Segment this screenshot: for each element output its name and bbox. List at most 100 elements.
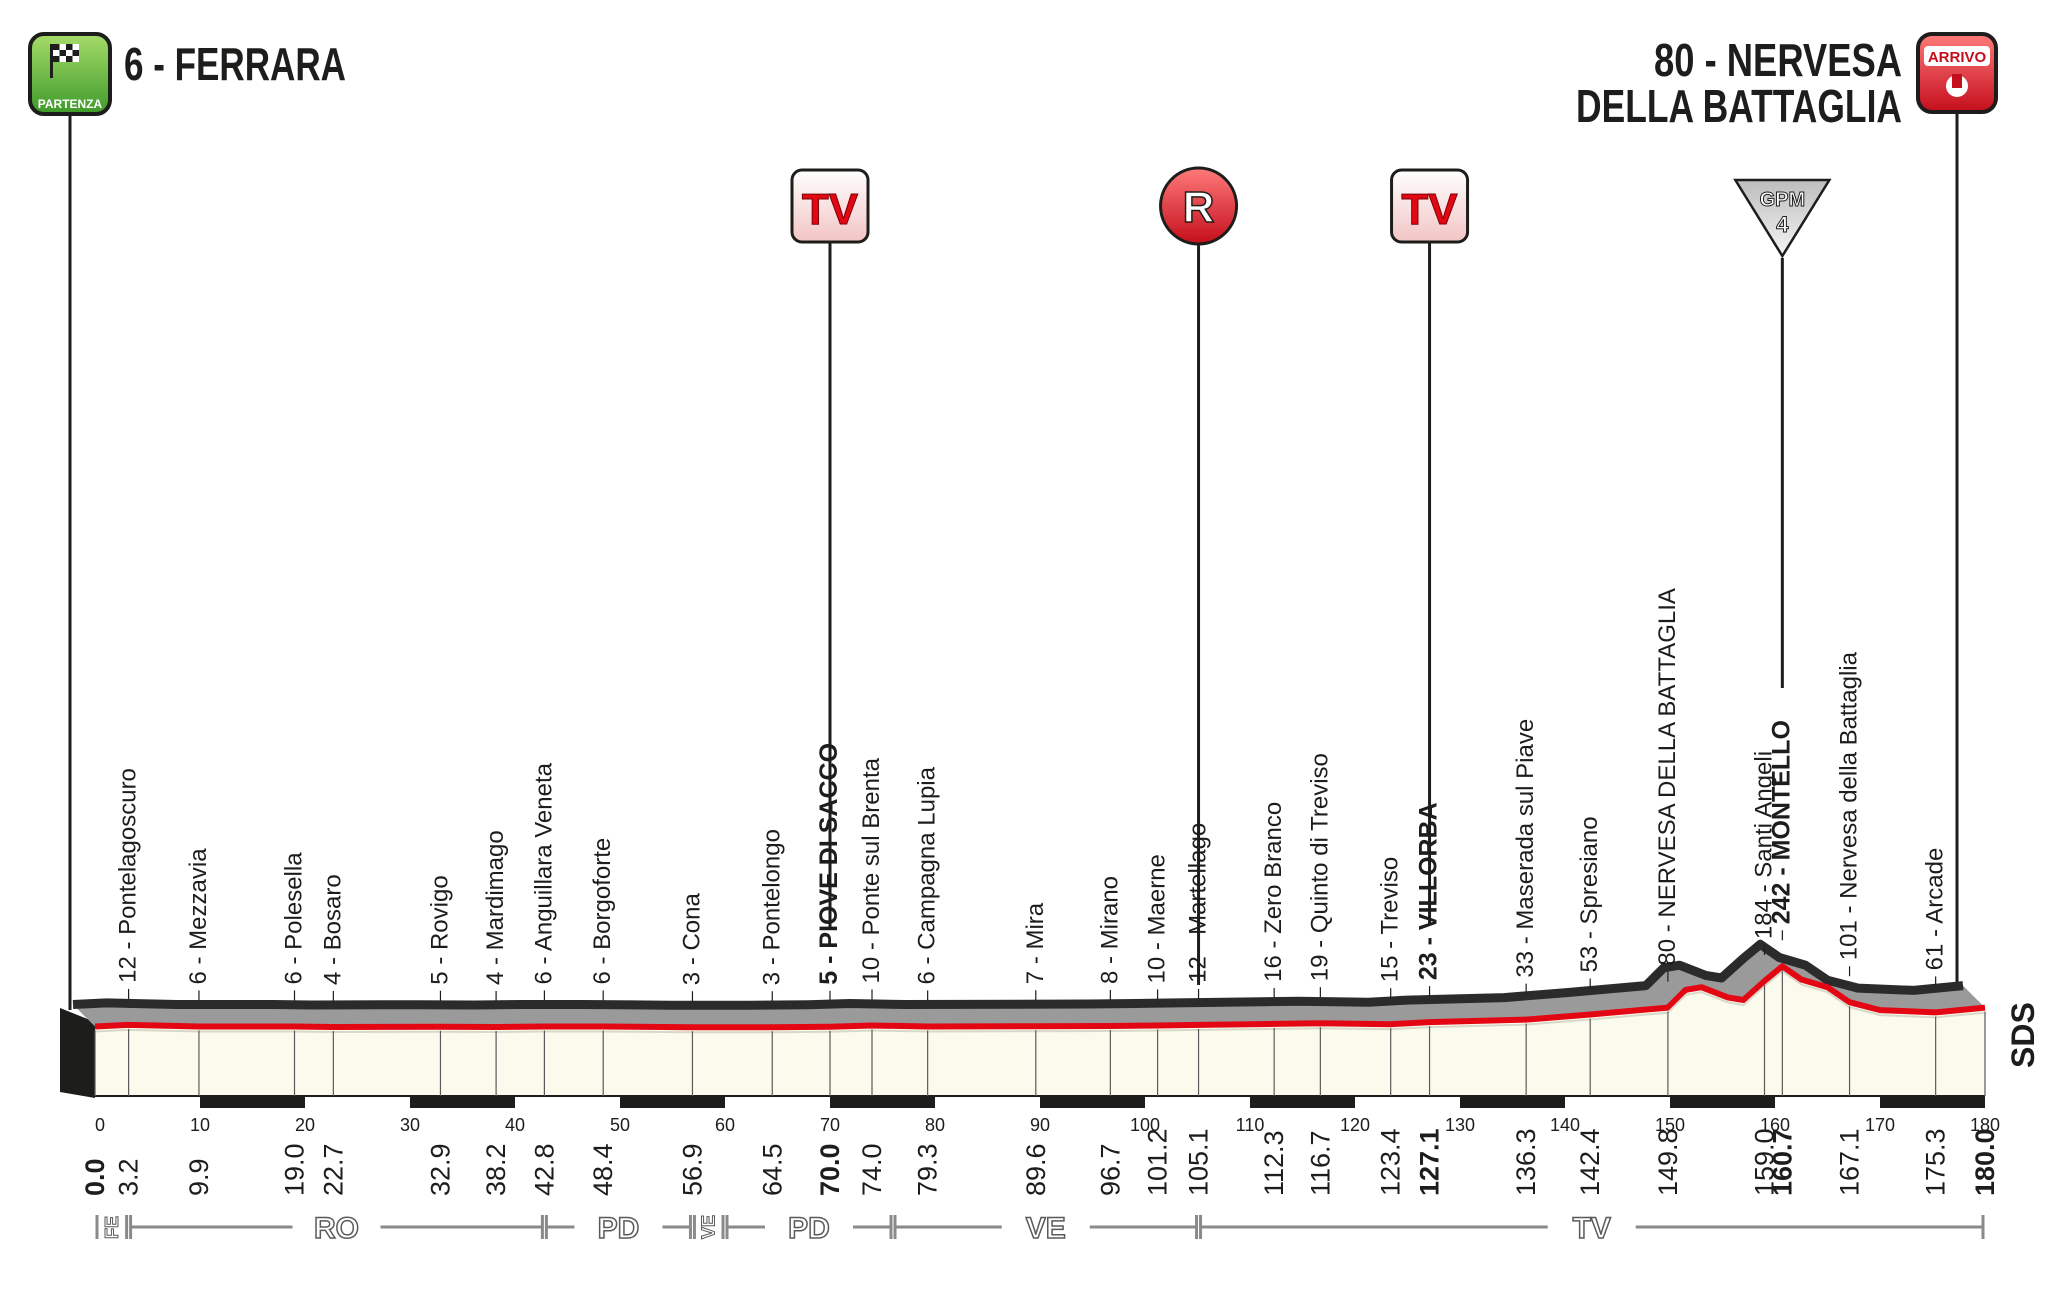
waypoint-label: 19 - Quinto di Treviso <box>1306 753 1333 981</box>
waypoint-label: 184 - Santi Angeli <box>1751 751 1778 939</box>
profile-top-edge <box>72 939 1964 1010</box>
province-label: PD <box>788 1212 830 1245</box>
x-tick-label: 160 <box>1760 1115 1790 1135</box>
waypoint-km: 64.5 <box>757 1143 787 1196</box>
tv-marker-box <box>790 168 870 244</box>
waypoint-label: 80 - NERVESA DELLA BATTAGLIA <box>1654 588 1681 966</box>
waypoint-label: 6 - Campagna Lupia <box>914 766 941 984</box>
waypoint-label: 7 - Mira <box>1022 902 1049 984</box>
waypoint-km: 112.3 <box>1259 1130 1289 1196</box>
finish-badge-text: ARRIVO <box>1928 49 1987 66</box>
waypoint-km: 22.7 <box>318 1143 348 1196</box>
waypoint-km: 149.8 <box>1653 1128 1683 1196</box>
km-scale-segment <box>1040 1096 1145 1108</box>
waypoint-label: 6 - Polesella <box>281 852 308 985</box>
waypoint-km: 9.9 <box>184 1158 214 1196</box>
km-scale-segment <box>620 1096 725 1108</box>
axis-layer: 0.0 3.2 9.9 19.0 22.7 32.9 38.2 42.8 48.4 56.9 64.… <box>80 1115 2000 1196</box>
waypoint-km: 142.4 <box>1575 1128 1605 1196</box>
finish-badge: ARRIVO <box>1916 32 1998 114</box>
x-tick-label: 140 <box>1550 1115 1580 1135</box>
tv-marker-text: TV <box>802 185 859 234</box>
province-label: TV <box>1573 1212 1611 1245</box>
start-label: 6 - FERRARA <box>124 38 346 90</box>
start-badge-text: PARTENZA <box>38 97 103 111</box>
km-scale-segment <box>200 1096 305 1108</box>
km-scale-segment <box>1250 1096 1355 1108</box>
waypoint-label: 53 - Spresiano <box>1576 816 1603 972</box>
waypoint-label: 10 - Maerne <box>1144 854 1171 983</box>
province-label: FE <box>102 1216 122 1239</box>
km-scale-segment <box>1460 1096 1565 1108</box>
waypoint-km: 56.9 <box>678 1143 708 1196</box>
waypoint-km: 136.3 <box>1511 1128 1541 1196</box>
waypoint-label: 16 - Zero Branco <box>1260 802 1287 982</box>
km-scale-segment <box>1880 1096 1985 1108</box>
waypoint-label: 5 - Rovigo <box>426 875 453 984</box>
waypoint-label: 3 - Pontelongo <box>758 829 785 985</box>
waypoint-km: 127.1 <box>1415 1128 1445 1196</box>
waypoint-km: 3.2 <box>114 1158 144 1196</box>
profile-red-line <box>94 963 1986 1031</box>
km-scale-segment <box>1670 1096 1775 1108</box>
waypoint-label: 3 - Cona <box>679 892 706 985</box>
waypoint-km: 167.1 <box>1835 1128 1865 1196</box>
waypoint-label: 101 - Nervesa della Battaglia <box>1836 651 1863 960</box>
x-tick-label: 40 <box>505 1115 525 1135</box>
x-tick-label: 10 <box>190 1115 210 1135</box>
x-tick-label: 20 <box>295 1115 315 1135</box>
province-label: VE <box>1026 1212 1066 1245</box>
waypoint-label: 8 - Mirano <box>1096 876 1123 984</box>
x-tick-label: 170 <box>1865 1115 1895 1135</box>
waypoint-km: 32.9 <box>425 1143 455 1196</box>
x-tick-label: 80 <box>925 1115 945 1135</box>
waypoint-label: 6 - Borgoforte <box>589 838 616 985</box>
waypoint-km: 160.7 <box>1767 1128 1797 1196</box>
waypoint-label: 23 - VILLORBA <box>1415 802 1443 980</box>
waypoint-label: 6 - Mezzavia <box>185 848 212 985</box>
waypoint-km: 180.0 <box>1970 1128 2000 1196</box>
waypoint-km: 48.4 <box>588 1143 618 1196</box>
x-tick-label: 30 <box>400 1115 420 1135</box>
waypoint-label: 61 - Arcade <box>1922 848 1949 971</box>
x-tick-label: 0 <box>95 1115 105 1135</box>
x-tick-label: 70 <box>820 1115 840 1135</box>
waypoint-km: 96.7 <box>1095 1143 1125 1196</box>
province-label: VE <box>699 1215 719 1239</box>
waypoint-km: 42.8 <box>529 1143 559 1196</box>
gpm-marker <box>1733 178 1832 259</box>
finish-label-line1: 80 - NERVESA <box>1654 34 1902 86</box>
waypoint-km: 105.1 <box>1184 1128 1214 1196</box>
labels-layer: 12 - Pontelagoscuro 6 - Mezzavia 6 - Poles… <box>94 588 1986 1096</box>
km-scale-segment <box>410 1096 515 1108</box>
tv-marker-text: TV <box>1401 185 1458 234</box>
x-tick-label: 50 <box>610 1115 630 1135</box>
waypoint-label: 4 - Bosaro <box>319 874 346 985</box>
x-tick-label: 60 <box>715 1115 735 1135</box>
gpm-marker-text: GPM <box>1760 189 1806 211</box>
waypoint-km: 38.2 <box>481 1143 511 1196</box>
tv-marker-box <box>1390 168 1470 244</box>
waypoint-km: 89.6 <box>1021 1143 1051 1196</box>
waypoint-km: 159.0 <box>1750 1128 1780 1196</box>
finish-label-line2: DELLA BATTAGLIA <box>1576 80 1902 132</box>
waypoint-km: 116.7 <box>1305 1130 1335 1196</box>
province-label: RO <box>314 1212 359 1245</box>
gpm-category: 4 <box>1776 212 1789 237</box>
waypoint-label: 6 - Anguillara Veneta <box>530 762 557 984</box>
waypoint-label: 4 - Mardimago <box>482 830 509 985</box>
waypoint-km: 0.0 <box>80 1158 110 1196</box>
feed-zone-text: R <box>1183 183 1215 232</box>
profile-front-side <box>60 1008 95 1098</box>
waypoint-label: 33 - Maserada sul Piave <box>1512 719 1539 978</box>
province-label: PD <box>598 1212 640 1245</box>
start-badge: PARTENZA <box>28 32 112 116</box>
waypoint-label: 5 - PIOVE DI SACCO <box>815 743 843 985</box>
waypoint-label: 15 - Treviso <box>1377 857 1404 982</box>
provinces-layer: FE RO PD VE PD VE TV <box>95 1211 1985 1246</box>
waypoint-label: 12 - Pontelagoscuro <box>115 768 142 983</box>
x-tick-label: 130 <box>1445 1115 1475 1135</box>
km-scale-segment <box>830 1096 935 1108</box>
